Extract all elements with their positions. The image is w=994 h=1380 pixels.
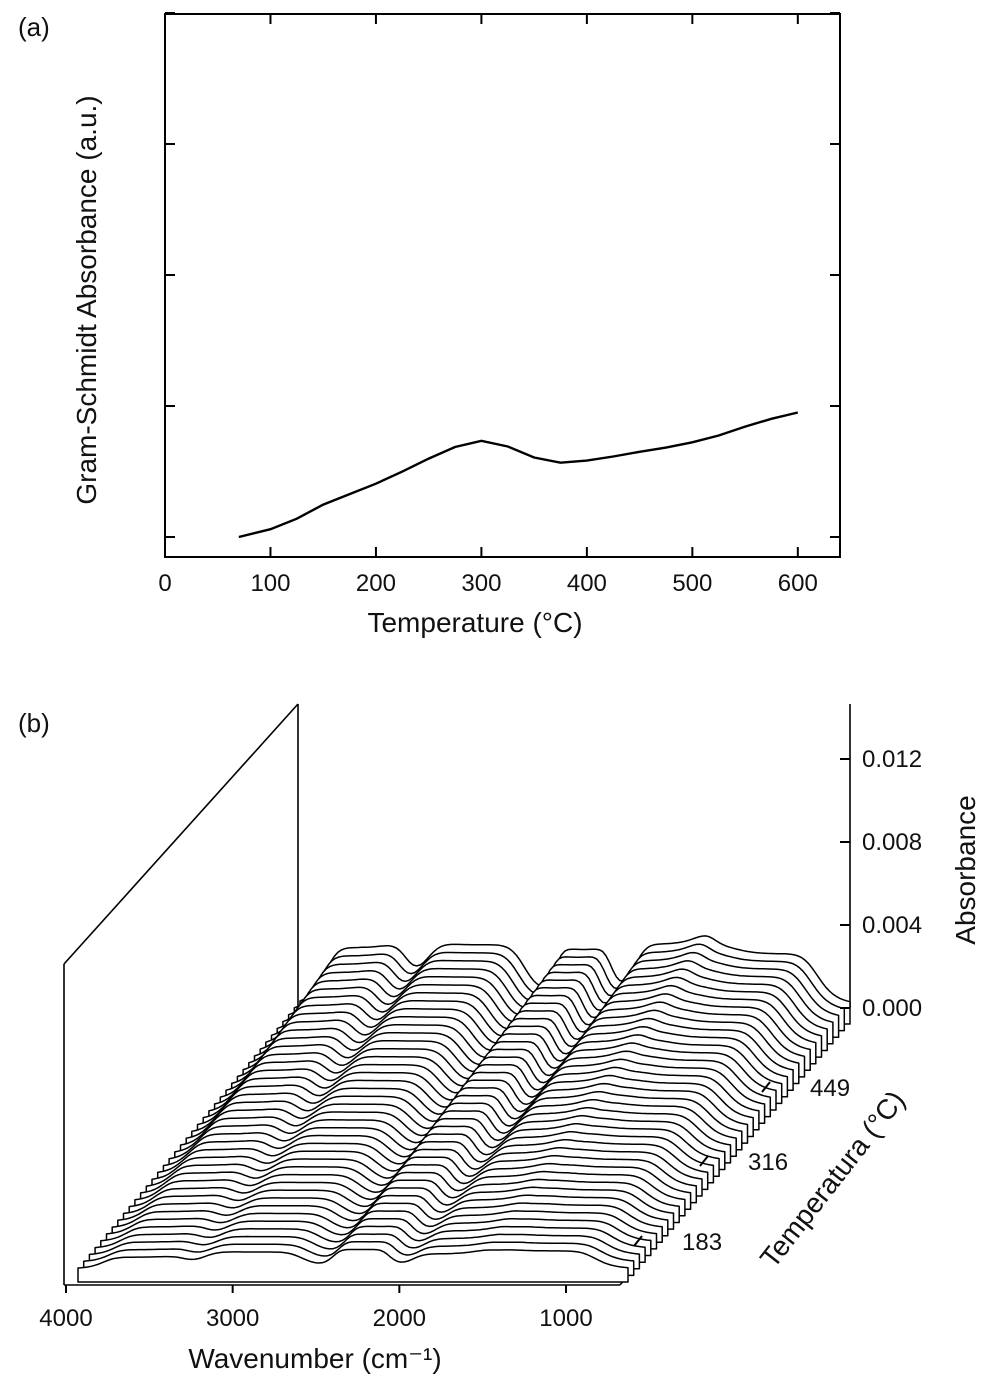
panel-a-x-ticks: 0 100 200 300 400 500 600 bbox=[158, 14, 818, 597]
x-tick-label: 200 bbox=[356, 570, 396, 597]
wavenumber-tick-label: 3000 bbox=[206, 1305, 259, 1332]
wavenumber-axis-title: Wavenumber (cm⁻¹) bbox=[188, 1343, 441, 1374]
absorbance-tick-label: 0.012 bbox=[862, 746, 922, 773]
x-tick-label: 500 bbox=[672, 570, 712, 597]
absorbance-tick-label: 0.004 bbox=[862, 912, 922, 939]
panel-a-plot-frame bbox=[164, 13, 841, 558]
panel-a-x-axis-title: Temperature (°C) bbox=[367, 607, 582, 638]
panel-a-y-ticks bbox=[165, 12, 840, 538]
x-tick-label: 400 bbox=[567, 570, 607, 597]
x-tick-label: 300 bbox=[461, 570, 501, 597]
panel-a-label: (a) bbox=[18, 12, 50, 42]
temperature-spectrum bbox=[77, 1248, 629, 1283]
temperature-tick-label: 449 bbox=[810, 1075, 850, 1102]
wavenumber-tick-label: 1000 bbox=[539, 1305, 592, 1332]
box-top-diagonal bbox=[63, 703, 299, 965]
x-tick-label: 0 bbox=[158, 570, 171, 597]
wavenumber-axis-ticks: 4000 3000 2000 1000 bbox=[39, 1285, 593, 1332]
temperature-tick bbox=[761, 1081, 771, 1093]
temperature-axis-title: Temperatura (°C) bbox=[754, 1085, 911, 1274]
panel-b-label: (b) bbox=[18, 708, 50, 738]
absorbance-tick-label: 0.008 bbox=[862, 829, 922, 856]
x-tick-label: 100 bbox=[250, 570, 290, 597]
absorbance-axis-title: Absorbance bbox=[950, 795, 981, 944]
temperature-tick bbox=[633, 1235, 643, 1247]
wavenumber-tick-label: 2000 bbox=[373, 1305, 426, 1332]
temperature-tick-label: 183 bbox=[682, 1229, 722, 1256]
temperature-tick bbox=[699, 1155, 709, 1167]
wavenumber-tick-label: 4000 bbox=[39, 1305, 92, 1332]
x-tick-label: 600 bbox=[778, 570, 818, 597]
panel-b: (b) 0.000 0.004 0.008 0.012 Absorbance 183 3… bbox=[18, 703, 981, 1374]
absorbance-tick-label: 0.000 bbox=[862, 995, 922, 1022]
temperature-tick-label: 316 bbox=[748, 1149, 788, 1176]
panel-a: (a) 0 100 200 300 400 500 600 Temperature (°C)… bbox=[18, 12, 841, 638]
panel-a-y-axis-title: Gram-Schmidt Absorbance (a.u.) bbox=[71, 95, 102, 504]
temperature-axis-ticks: 183 316 449 bbox=[633, 1075, 850, 1256]
gram-schmidt-curve bbox=[238, 411, 799, 539]
waterfall-spectra bbox=[77, 935, 851, 1283]
absorbance-axis-ticks: 0.000 0.004 0.008 0.012 bbox=[840, 746, 922, 1022]
